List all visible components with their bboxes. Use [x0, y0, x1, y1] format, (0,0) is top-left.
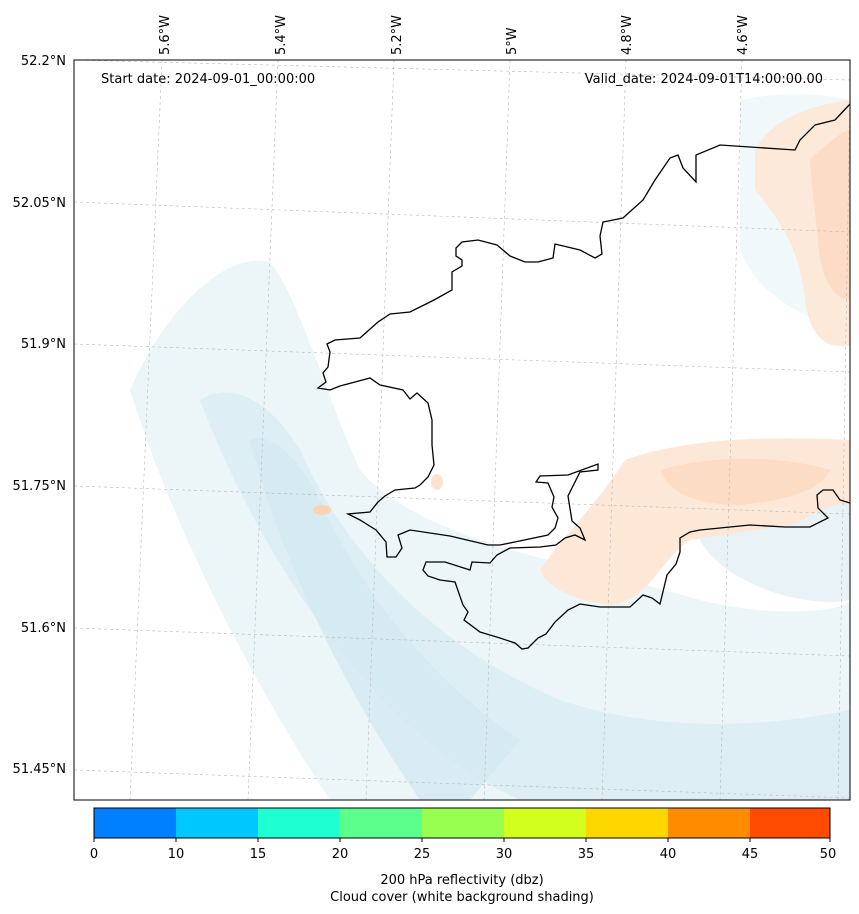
colorbar-frame [93, 807, 831, 839]
colorbar-segment [668, 808, 750, 838]
colorbar-tick-label: 0 [90, 847, 98, 862]
coastline [316, 103, 851, 650]
colorbar-segment [422, 808, 504, 838]
colorbar: 0 10 15 20 25 30 35 40 45 50 200 hPa ref… [90, 807, 837, 905]
colorbar-tick-label: 50 [820, 847, 837, 862]
longitude-label: 4.8°W [620, 15, 635, 55]
colorbar-tick-label: 15 [250, 847, 267, 862]
reflectivity-shading-southeast-core [660, 458, 830, 505]
latitude-label: 51.75°N [13, 479, 66, 494]
latitude-label: 51.9°N [21, 337, 66, 352]
colorbar-tick-label: 30 [496, 847, 513, 862]
colorbar-segment [176, 808, 258, 838]
longitude-label: 4.6°W [736, 15, 751, 55]
shading-layer [130, 94, 850, 800]
colorbar-segment [340, 808, 422, 838]
colorbar-tick-label: 45 [742, 847, 759, 862]
latitude-label: 52.2°N [21, 54, 66, 69]
cloud-shading-core [250, 438, 520, 800]
colorbar-segment [94, 808, 176, 838]
colorbar-title: 200 hPa reflectivity (dbz) [380, 873, 543, 888]
cloud-shading-band-outer [130, 260, 850, 800]
colorbar-subtitle: Cloud cover (white background shading) [330, 890, 594, 905]
longitude-label: 5°W [505, 27, 520, 55]
colorbar-tick-label: 40 [660, 847, 677, 862]
reflectivity-speck [431, 474, 443, 490]
valid-date-annotation: Valid_date: 2024-09-01T14:00:00.00 [585, 72, 823, 87]
colorbar-segment [586, 808, 668, 838]
reflectivity-shading-northeast-core [810, 130, 850, 300]
colorbar-segment [504, 808, 586, 838]
longitude-label: 5.6°W [158, 15, 173, 55]
colorbar-tick-label: 25 [414, 847, 431, 862]
latitude-label: 52.05°N [13, 196, 66, 211]
longitude-label: 5.4°W [274, 15, 289, 55]
longitude-label: 5.2°W [390, 15, 405, 55]
start-date-annotation: Start date: 2024-09-01_00:00:00 [101, 72, 315, 87]
colorbar-segment [258, 808, 340, 838]
colorbar-tick-label: 20 [332, 847, 349, 862]
colorbar-tick-label: 35 [578, 847, 595, 862]
latitude-label: 51.45°N [13, 762, 66, 777]
reflectivity-speck [313, 505, 331, 515]
colorbar-tick-label: 10 [168, 847, 185, 862]
map-frame [73, 59, 851, 801]
latitude-label: 51.6°N [21, 621, 66, 636]
colorbar-segment [750, 808, 830, 838]
